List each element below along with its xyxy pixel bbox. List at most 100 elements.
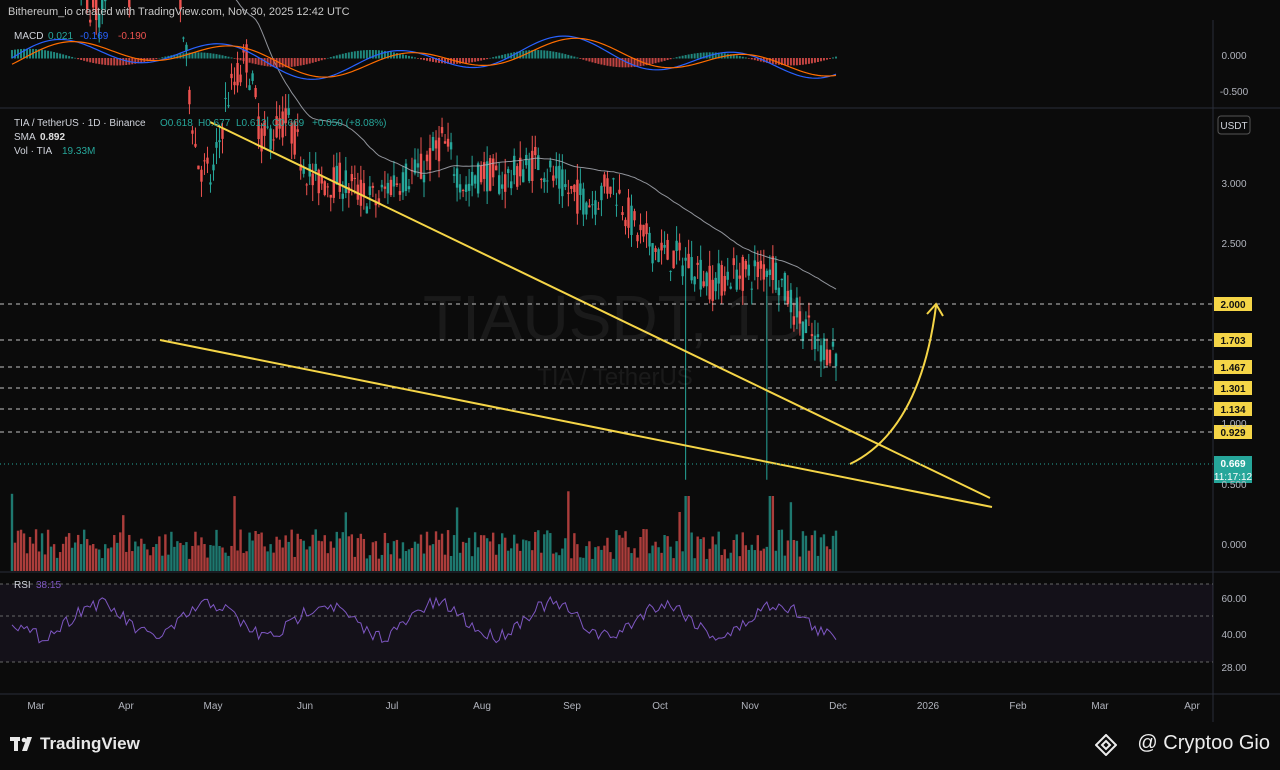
- macd-histogram-bar: [410, 56, 413, 59]
- macd-histogram-bar: [789, 58, 792, 66]
- candle-body: [365, 206, 369, 214]
- volume-bar: [70, 547, 74, 571]
- volume-bar: [61, 543, 65, 571]
- macd-histogram-bar: [786, 58, 789, 66]
- volume-bar: [555, 552, 558, 571]
- macd-histogram-bar: [435, 58, 438, 63]
- volume-bar: [134, 541, 137, 571]
- volume-bar: [452, 535, 456, 571]
- macd-histogram-bar: [344, 53, 347, 59]
- macd-histogram-bar: [125, 58, 128, 65]
- volume-bar: [395, 539, 399, 571]
- ohlc-change: +0.050 (+8.08%): [312, 118, 387, 129]
- rsi-line: [11, 595, 837, 644]
- macd-histogram-bar: [537, 50, 540, 59]
- macd-histogram-bar: [311, 58, 314, 63]
- candle-body: [522, 169, 525, 183]
- volume-bar: [561, 548, 564, 571]
- volume-bar: [347, 536, 351, 571]
- candle-body: [678, 242, 681, 251]
- volume-bar: [579, 557, 582, 571]
- macd-histogram-bar: [371, 49, 374, 59]
- volume-bar: [615, 530, 618, 571]
- candle-body: [215, 142, 218, 148]
- candle-body: [669, 270, 672, 272]
- macd-histogram-bar: [110, 58, 113, 66]
- volume-bar: [449, 555, 453, 571]
- time-axis-label: Oct: [652, 701, 668, 712]
- macd-histogram-bar: [86, 58, 89, 62]
- volume-bar: [455, 507, 459, 571]
- sma-value: 0.892: [40, 132, 66, 143]
- volume-bar: [564, 538, 567, 571]
- macd-histogram-bar: [687, 54, 690, 59]
- volume-bar: [242, 552, 245, 571]
- tradingview-brand[interactable]: TradingView: [40, 734, 140, 753]
- macd-histogram-bar: [516, 51, 519, 59]
- macd-histogram-bar: [149, 58, 152, 61]
- candle-body: [576, 179, 579, 214]
- macd-histogram-bar: [26, 48, 29, 59]
- macd-histogram-bar: [299, 58, 302, 66]
- candle-body: [729, 286, 732, 289]
- macd-histogram-bar: [492, 57, 495, 59]
- volume-bar: [425, 531, 429, 571]
- candle-body: [774, 262, 778, 290]
- volume-bar: [85, 539, 89, 571]
- macd-histogram-bar: [350, 51, 353, 59]
- macd-histogram-bar: [477, 58, 480, 62]
- chart-svg[interactable]: 2.000 1.703 1.467 1.301 1.134 0.929 0.669 11:17…: [0, 0, 1280, 722]
- candle-body: [684, 257, 687, 261]
- vol-value: 19.33M: [62, 146, 96, 157]
- volume-bar: [699, 539, 702, 571]
- candle-body: [206, 157, 209, 164]
- macd-histogram-bar: [579, 58, 582, 59]
- volume-bar: [79, 544, 83, 571]
- candle-body: [392, 175, 396, 187]
- candle-body: [91, 0, 95, 8]
- macd-histogram-bar: [663, 58, 666, 61]
- macd-histogram-bar: [194, 52, 197, 59]
- candle-body: [200, 169, 203, 182]
- volume-bar: [786, 540, 790, 571]
- candle-body: [642, 224, 645, 237]
- volume-bar: [428, 545, 432, 571]
- macd-histogram-bar: [413, 57, 416, 59]
- volume-bar: [834, 530, 838, 571]
- candle-body: [714, 277, 717, 292]
- volume-bar: [804, 535, 808, 571]
- volume-bar: [101, 558, 104, 571]
- candle-body: [732, 258, 735, 266]
- macd-histogram-bar: [209, 53, 212, 59]
- volume-bar: [308, 546, 311, 571]
- macd-histogram-bar: [341, 53, 344, 59]
- volume-bar: [798, 556, 802, 571]
- volume-bar: [513, 534, 516, 571]
- candle-body: [549, 160, 552, 168]
- macd-histogram-bar: [603, 58, 606, 66]
- macd-histogram-bar: [582, 58, 585, 60]
- candle-body: [305, 184, 308, 186]
- symbol-label[interactable]: TIA / TetherUS · 1D · Binance: [14, 118, 146, 129]
- macd-histogram-bar: [290, 58, 293, 67]
- level-tag: [1214, 360, 1252, 374]
- price-tick: 3.000: [1221, 179, 1246, 190]
- macd-histogram-bar: [266, 58, 269, 67]
- macd-histogram-bar: [498, 55, 501, 59]
- volume-bar: [693, 558, 696, 571]
- macd-histogram-bar: [465, 58, 468, 64]
- candle-body: [525, 154, 528, 166]
- candle-body: [618, 189, 621, 194]
- candle-body: [479, 165, 483, 183]
- candle-body: [777, 287, 781, 296]
- candle-body: [579, 183, 582, 196]
- volume-bar: [257, 534, 260, 571]
- macd-histogram-bar: [450, 58, 453, 64]
- volume-bar: [371, 542, 375, 571]
- tradingview-logo-icon[interactable]: [10, 737, 36, 751]
- candle-body: [654, 248, 657, 252]
- macd-histogram-bar: [254, 58, 257, 65]
- macd-histogram-bar: [59, 53, 62, 59]
- candle-body: [473, 175, 477, 184]
- volume-bar: [326, 553, 329, 571]
